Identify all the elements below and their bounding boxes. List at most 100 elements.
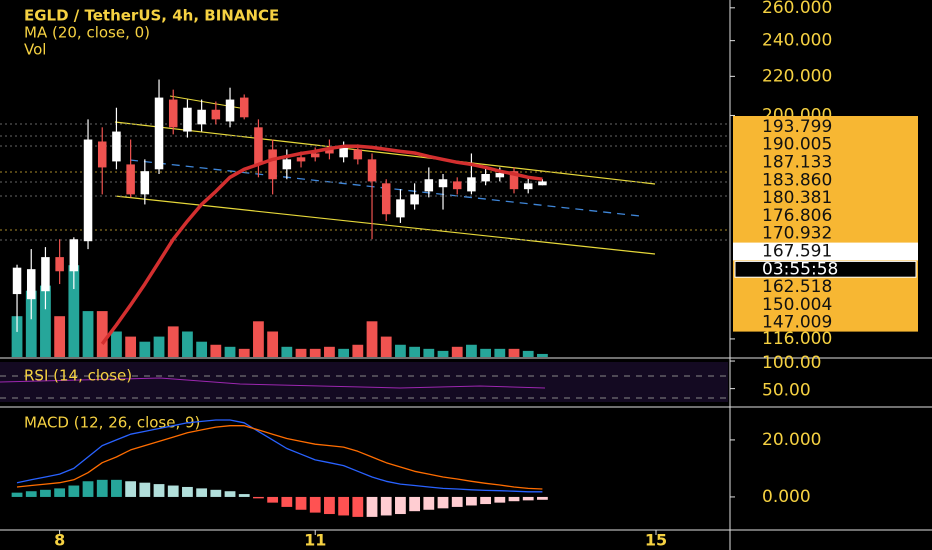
indicator-label: MA (20, close, 0) <box>24 24 150 42</box>
macd-histogram-bar <box>451 496 463 507</box>
macd-histogram-bar <box>409 496 421 512</box>
macd-line <box>16 419 543 493</box>
candle-body <box>140 171 150 195</box>
level-label: 176.806 <box>762 206 832 226</box>
candle-body <box>97 141 107 168</box>
macd-histogram-bar <box>153 484 165 497</box>
level-label: 187.133 <box>762 153 832 173</box>
volume-bar <box>253 321 264 357</box>
candle-body <box>55 257 64 272</box>
volume-bar <box>210 344 222 357</box>
x-tick-label: 11 <box>304 531 326 550</box>
macd-histogram-bar <box>380 496 392 516</box>
level-label: 180.381 <box>762 188 832 208</box>
volume-bar <box>409 346 421 357</box>
candle-body <box>509 171 519 190</box>
y-tick-label: 260.000 <box>762 0 832 18</box>
y-tick-label: 50.00 <box>762 381 811 401</box>
candle-body <box>239 97 249 118</box>
indicator-label: Vol <box>24 41 46 59</box>
level-label: 190.005 <box>762 135 832 155</box>
volume-bar <box>153 336 165 357</box>
volume-bar <box>338 348 350 357</box>
macd-histogram-bar <box>395 496 406 515</box>
countdown-box <box>734 260 917 278</box>
volume-bar <box>267 331 279 357</box>
macd-histogram-bar <box>494 496 506 503</box>
volume-bar <box>352 344 364 357</box>
candle-body <box>495 173 505 178</box>
level-label: 167.591 <box>762 242 832 262</box>
candle-body <box>282 159 292 170</box>
level-label: 193.799 <box>762 117 832 137</box>
drawings <box>0 95 728 255</box>
price-pane <box>11 79 548 357</box>
ma-line <box>100 144 543 345</box>
macd-histogram-bar <box>82 481 94 497</box>
candle-body <box>211 109 221 120</box>
level-label: 162.518 <box>762 277 832 297</box>
candle-body <box>168 99 178 128</box>
macd-histogram-bar <box>309 496 321 513</box>
volume-bar <box>537 353 548 357</box>
candle-body <box>254 127 263 165</box>
indicator-label: RSI (14, close) <box>24 367 132 385</box>
volume-bar <box>309 348 321 357</box>
rsi-band <box>0 362 728 402</box>
volume-bar <box>281 346 293 357</box>
x-tick-label: 8 <box>54 531 65 550</box>
level-box <box>733 116 918 332</box>
macd-histogram-bar <box>125 481 137 497</box>
macd-histogram-bar <box>338 496 350 516</box>
macd-histogram-bar <box>40 489 51 497</box>
macd-histogram-bar <box>96 479 108 497</box>
volume-bar <box>139 341 151 357</box>
candle-body <box>538 181 547 186</box>
trendline <box>114 195 656 255</box>
macd-histogram-bar <box>508 496 520 502</box>
level-label: 170.932 <box>762 224 832 244</box>
candle-body <box>353 149 363 160</box>
macd-histogram-bar <box>224 491 236 497</box>
macd-histogram-bar <box>25 491 37 497</box>
volume-bar <box>54 316 66 357</box>
volume-bar <box>451 346 463 357</box>
volume-bar <box>295 348 307 357</box>
indicator-label: MACD (12, 26, close, 9) <box>24 414 200 432</box>
macd-histogram-bar <box>182 486 193 497</box>
volume-bar <box>68 265 80 357</box>
candle-body <box>12 267 22 295</box>
volume-bar <box>366 321 378 357</box>
candle-body <box>481 173 490 182</box>
level-label: 147.009 <box>762 313 832 333</box>
volume-bar <box>380 336 392 357</box>
macd-histogram-bar <box>11 492 23 497</box>
y-tick-label: 0.000 <box>762 487 811 507</box>
level-label: 03:55:58 <box>762 259 838 279</box>
volume-bar <box>238 348 250 357</box>
y-tick-label: 20.000 <box>762 430 821 450</box>
macd-histogram-bar <box>295 496 307 510</box>
y-tick-label: 100.00 <box>762 353 821 373</box>
level-lines <box>0 123 728 241</box>
candle-body <box>367 159 377 182</box>
macd-histogram-bar <box>437 496 449 509</box>
y-tick-label: 116.000 <box>762 329 832 349</box>
volume-bar <box>423 348 435 357</box>
macd-histogram-bar <box>423 496 435 510</box>
candle-body <box>41 257 50 292</box>
rsi-line <box>0 377 546 389</box>
candle-body <box>325 147 334 154</box>
candle-body <box>197 109 206 125</box>
volume-bar <box>96 311 108 357</box>
macd-histogram-bar <box>352 496 364 517</box>
y-tick-label: 220.000 <box>762 66 832 86</box>
macd-histogram-bar <box>522 496 534 501</box>
volume-bar <box>522 350 534 357</box>
level-label: 150.004 <box>762 295 832 315</box>
candle-body <box>310 153 320 158</box>
volume-bar <box>437 350 449 357</box>
volume-bar <box>196 341 208 357</box>
volume-bar <box>167 326 179 357</box>
candle-body <box>339 147 348 158</box>
